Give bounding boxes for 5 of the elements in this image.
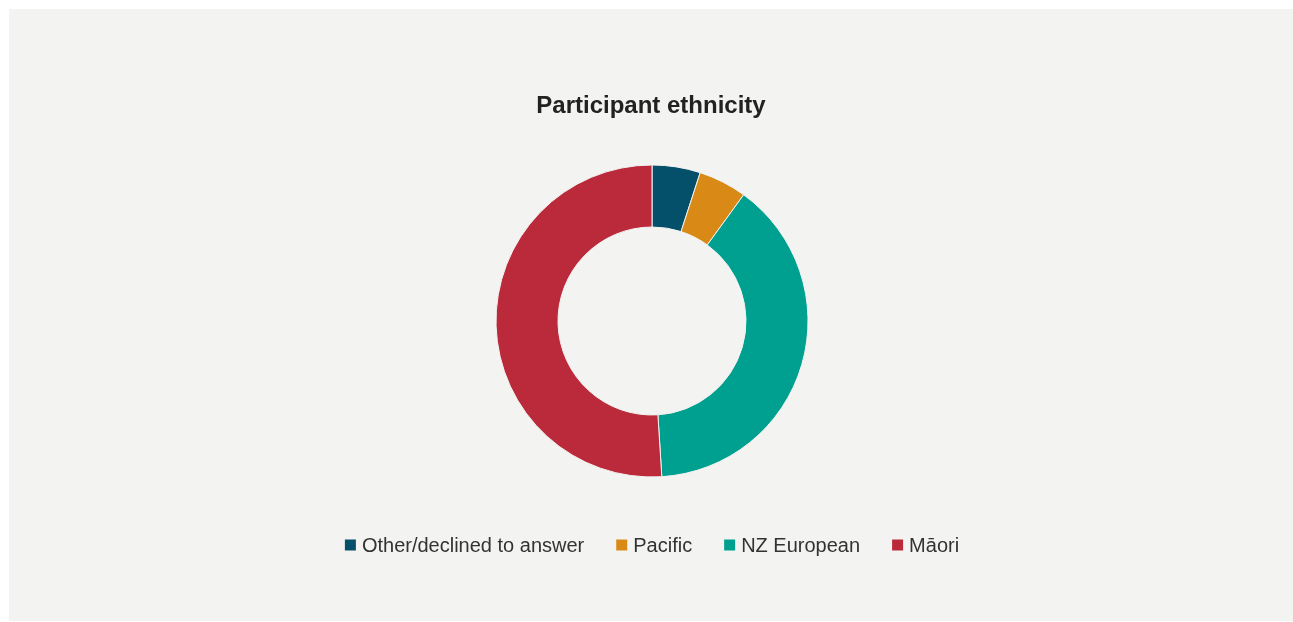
legend-label: Other/declined to answer <box>361 534 585 556</box>
legend-label: Māori <box>909 534 960 556</box>
legend-label: Pacific <box>633 534 693 556</box>
legend-label: NZ European <box>741 534 861 556</box>
chart-title: Participant ethnicity <box>536 90 767 118</box>
